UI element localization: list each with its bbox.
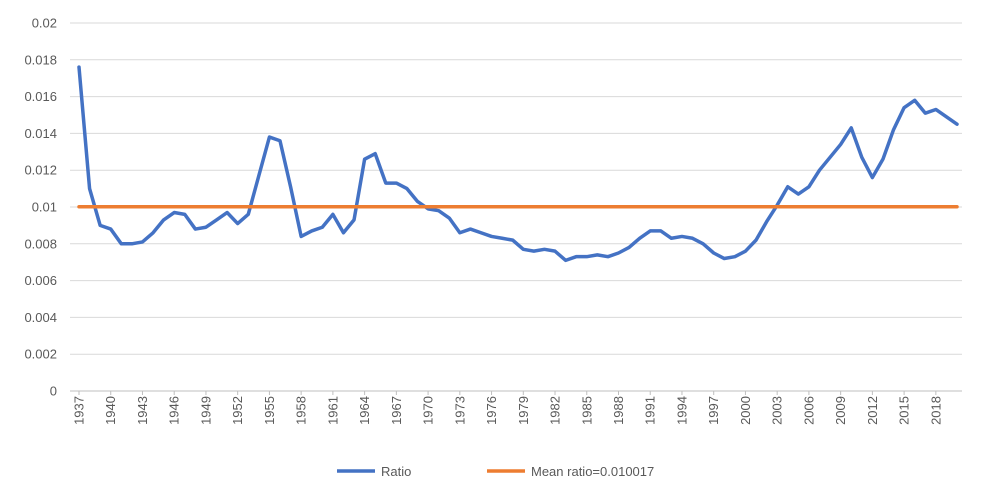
x-axis-ticks: 1937 1940 1943 1946 1949 1952 1955 1958 1961 1964… [72, 391, 943, 425]
x-tick-label: 1949 [198, 396, 213, 425]
x-tick-label: 1973 [452, 396, 467, 425]
y-tick-label: 0.02 [32, 16, 57, 31]
x-tick-label: 2000 [738, 396, 753, 425]
y-tick-label: 0.014 [24, 126, 57, 141]
legend-label-mean-ratio: Mean ratio=0.010017 [531, 464, 654, 479]
gridlines [70, 22, 962, 355]
x-tick-label: 1988 [611, 396, 626, 425]
y-tick-label: 0.002 [24, 347, 57, 362]
x-tick-label: 1994 [674, 396, 689, 425]
x-tick-label: 2009 [833, 396, 848, 425]
y-tick-label: 0.018 [24, 52, 57, 67]
x-tick-label: 2012 [865, 396, 880, 425]
series-layer [77, 65, 959, 263]
x-tick-label: 1976 [484, 396, 499, 425]
x-tick-label: 1997 [706, 396, 721, 425]
x-tick-label: 1970 [421, 396, 436, 425]
x-tick-label: 1979 [516, 396, 531, 425]
y-tick-label: 0.008 [24, 236, 57, 251]
x-tick-label: 1991 [643, 396, 658, 425]
x-tick-label: 1982 [548, 396, 563, 425]
x-tick-label: 1940 [103, 396, 118, 425]
x-tick-label: 2003 [770, 396, 785, 425]
x-tick-label: 1946 [167, 396, 182, 425]
x-tick-label: 1961 [325, 396, 340, 425]
y-axis-ticks: 0 0.002 0.004 0.006 0.008 0.01 0.012 0.014 0.016… [24, 16, 57, 399]
x-tick-label: 1937 [72, 396, 87, 425]
x-tick-label: 2015 [897, 396, 912, 425]
series-line-ratio [77, 65, 959, 263]
x-tick-label: 1964 [357, 396, 372, 425]
x-tick-label: 1943 [135, 396, 150, 425]
y-tick-label: 0.012 [24, 163, 57, 178]
x-tick-label: 1955 [262, 396, 277, 425]
y-tick-label: 0 [50, 384, 57, 399]
x-tick-label: 1952 [230, 396, 245, 425]
x-tick-label: 2006 [801, 396, 816, 425]
legend-label-ratio: Ratio [381, 464, 411, 479]
x-tick-label: 1967 [389, 396, 404, 425]
y-tick-label: 0.004 [24, 310, 57, 325]
y-tick-label: 0.01 [32, 200, 57, 215]
x-tick-label: 1985 [579, 396, 594, 425]
x-tick-label: 1958 [294, 396, 309, 425]
x-tick-label: 2018 [928, 396, 943, 425]
y-tick-label: 0.016 [24, 89, 57, 104]
legend: Ratio Mean ratio=0.010017 [337, 464, 654, 479]
y-tick-label: 0.006 [24, 273, 57, 288]
